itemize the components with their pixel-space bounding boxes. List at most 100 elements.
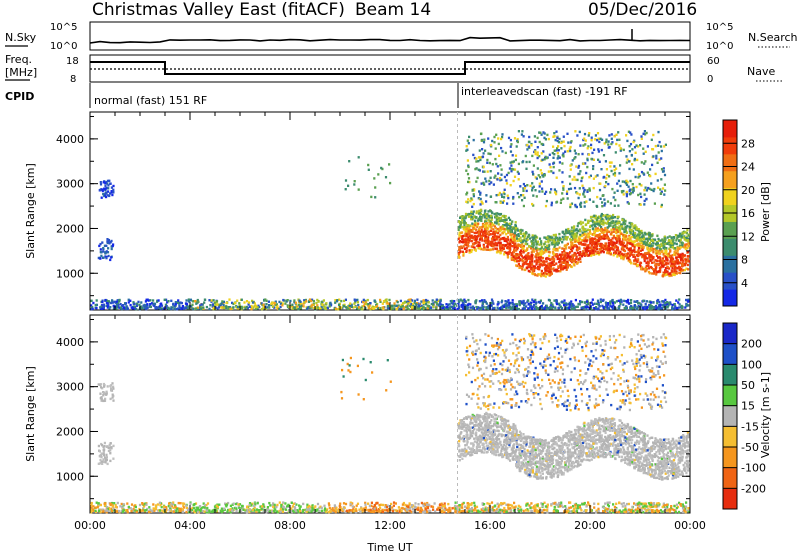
range-gate-cell	[559, 305, 562, 308]
range-gate-cell	[526, 247, 529, 250]
range-gate-cell	[516, 260, 519, 263]
range-gate-cell	[461, 246, 464, 250]
range-gate-cell	[222, 302, 225, 305]
range-gate-cell	[477, 222, 480, 225]
range-gate-cell	[523, 196, 526, 199]
range-gate-cell	[664, 273, 667, 276]
range-gate-cell	[245, 305, 248, 309]
range-gate-cell	[470, 218, 473, 221]
range-gate-cell	[539, 253, 542, 256]
range-gate-cell	[516, 192, 519, 195]
range-gate-cell	[614, 223, 617, 226]
range-gate-cell	[536, 251, 539, 255]
range-gate-cell	[479, 156, 482, 159]
range-gate-cell	[510, 164, 513, 167]
range-gate-cell	[473, 224, 476, 227]
range-gate-cell	[558, 246, 561, 249]
range-gate-cell	[500, 178, 503, 181]
range-gate-cell	[555, 247, 558, 251]
range-gate-cell	[576, 192, 579, 195]
range-gate-cell	[520, 245, 524, 249]
range-gate-cell	[524, 302, 527, 305]
range-gate-cell	[552, 267, 555, 270]
range-gate-cell	[599, 300, 602, 304]
range-gate-cell	[107, 247, 110, 250]
range-gate-cell	[666, 236, 669, 239]
range-gate-cell	[461, 218, 464, 222]
range-gate-cell	[379, 298, 382, 302]
range-gate-cell	[666, 258, 669, 262]
range-gate-cell	[560, 147, 563, 150]
range-gate-cell	[552, 162, 555, 165]
range-gate-cell	[587, 232, 590, 235]
range-gate-cell	[643, 259, 646, 263]
range-gate-cell	[478, 209, 481, 213]
range-gate-cell	[626, 301, 629, 304]
range-gate-cell	[531, 249, 534, 252]
range-gate-cell	[512, 258, 516, 262]
range-gate-cell	[512, 235, 516, 239]
range-gate-cell	[426, 307, 429, 310]
range-gate-cell	[618, 144, 621, 147]
range-gate-cell	[443, 510, 446, 514]
range-gate-cell	[530, 144, 533, 147]
range-gate-cell	[537, 259, 540, 262]
range-gate-cell	[594, 250, 597, 253]
range-gate-cell	[535, 307, 538, 310]
range-gate-cell	[326, 306, 329, 310]
range-gate-cell	[620, 252, 623, 256]
range-gate-cell	[669, 245, 672, 249]
range-gate-cell	[545, 257, 548, 260]
range-gate-cell	[590, 247, 593, 250]
range-gate-cell	[616, 182, 619, 185]
range-gate-cell	[657, 250, 660, 254]
range-gate-cell	[537, 174, 540, 177]
noise-sky-line	[89, 36, 691, 44]
range-gate-cell	[673, 268, 676, 271]
range-gate-cell	[501, 232, 504, 235]
range-gate-cell	[500, 193, 503, 196]
range-gate-cell	[575, 255, 578, 258]
range-gate-cell	[467, 298, 470, 302]
range-gate-cell	[617, 299, 620, 302]
range-gate-cell	[220, 510, 223, 514]
range-gate-cell	[679, 246, 682, 249]
range-gate-cell	[619, 147, 622, 150]
range-gate-cell	[490, 181, 493, 184]
range-gate-cell	[612, 213, 615, 217]
range-gate-cell	[545, 156, 548, 160]
range-gate-cell	[618, 221, 621, 225]
range-gate-cell	[400, 305, 403, 309]
range-gate-cell	[660, 145, 663, 148]
range-gate-cell	[656, 259, 659, 263]
range-gate-cell	[503, 228, 506, 231]
range-gate-cell	[638, 263, 641, 266]
range-gate-cell	[683, 254, 686, 257]
range-gate-cell	[606, 248, 609, 252]
range-gate-cell	[458, 306, 461, 309]
range-gate-cell	[301, 510, 304, 514]
range-gate-cell	[571, 255, 574, 259]
range-gate-cell	[576, 261, 579, 264]
range-gate-cell	[556, 152, 559, 155]
noise-right-tick-top: 10^5	[706, 22, 733, 33]
range-gate-cell	[534, 149, 537, 152]
range-gate-cell	[181, 305, 184, 308]
range-gate-cell	[448, 307, 451, 310]
range-gate-cell	[325, 302, 328, 305]
range-gate-cell	[611, 301, 614, 305]
range-gate-cell	[111, 244, 114, 248]
range-gate-cell	[470, 210, 473, 213]
range-gate-cell	[569, 305, 572, 308]
range-gate-cell	[661, 264, 664, 267]
range-gate-cell	[302, 305, 305, 308]
range-gate-cell	[514, 221, 517, 224]
range-gate-cell	[102, 247, 105, 250]
range-gate-cell	[573, 260, 576, 263]
range-gate-cell	[628, 221, 631, 225]
range-gate-cell	[511, 227, 514, 230]
range-gate-cell	[94, 303, 97, 307]
range-gate-cell	[534, 176, 537, 179]
range-gate-cell	[660, 205, 663, 208]
